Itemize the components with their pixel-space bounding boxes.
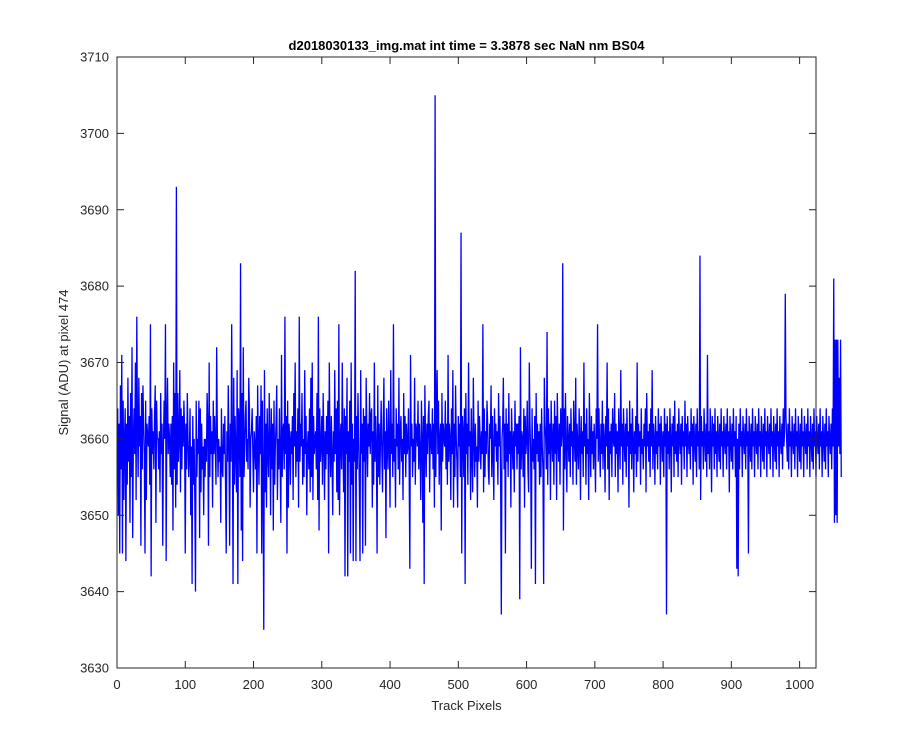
x-tick-label: 1000 xyxy=(785,677,814,692)
y-axis-label: Signal (ADU) at pixel 474 xyxy=(56,290,71,436)
x-tick-label: 500 xyxy=(447,677,469,692)
x-tick-label: 400 xyxy=(379,677,401,692)
series-layer xyxy=(117,95,842,630)
y-tick-label: 3670 xyxy=(80,355,109,370)
y-tick-label: 3660 xyxy=(80,431,109,446)
y-tick-label: 3640 xyxy=(80,584,109,599)
x-tick-label: 700 xyxy=(584,677,606,692)
x-tick-label: 300 xyxy=(311,677,333,692)
x-tick-label: 200 xyxy=(243,677,265,692)
chart-title: d2018030133_img.mat int time = 3.3878 se… xyxy=(289,38,646,53)
y-axis: 3630 3640 3650 3660 3670 3680 3690 3700 3710 xyxy=(80,50,816,676)
y-tick-label: 3680 xyxy=(80,279,109,294)
y-tick-label: 3690 xyxy=(80,202,109,217)
plot-area xyxy=(117,57,816,668)
y-tick-label: 3700 xyxy=(80,126,109,141)
y-tick-label: 3630 xyxy=(80,661,109,676)
x-axis-label: Track Pixels xyxy=(431,698,502,713)
x-tick-label: 600 xyxy=(516,677,538,692)
x-tick-label: 0 xyxy=(113,677,120,692)
x-tick-label: 100 xyxy=(174,677,196,692)
y-tick-label: 3650 xyxy=(80,508,109,523)
series-line xyxy=(117,95,842,630)
y-tick-label: 3710 xyxy=(80,50,109,65)
x-axis: 0 100 200 300 400 500 600 700 800 900 1000 xyxy=(113,57,814,692)
x-tick-label: 800 xyxy=(652,677,674,692)
x-tick-label: 900 xyxy=(721,677,743,692)
